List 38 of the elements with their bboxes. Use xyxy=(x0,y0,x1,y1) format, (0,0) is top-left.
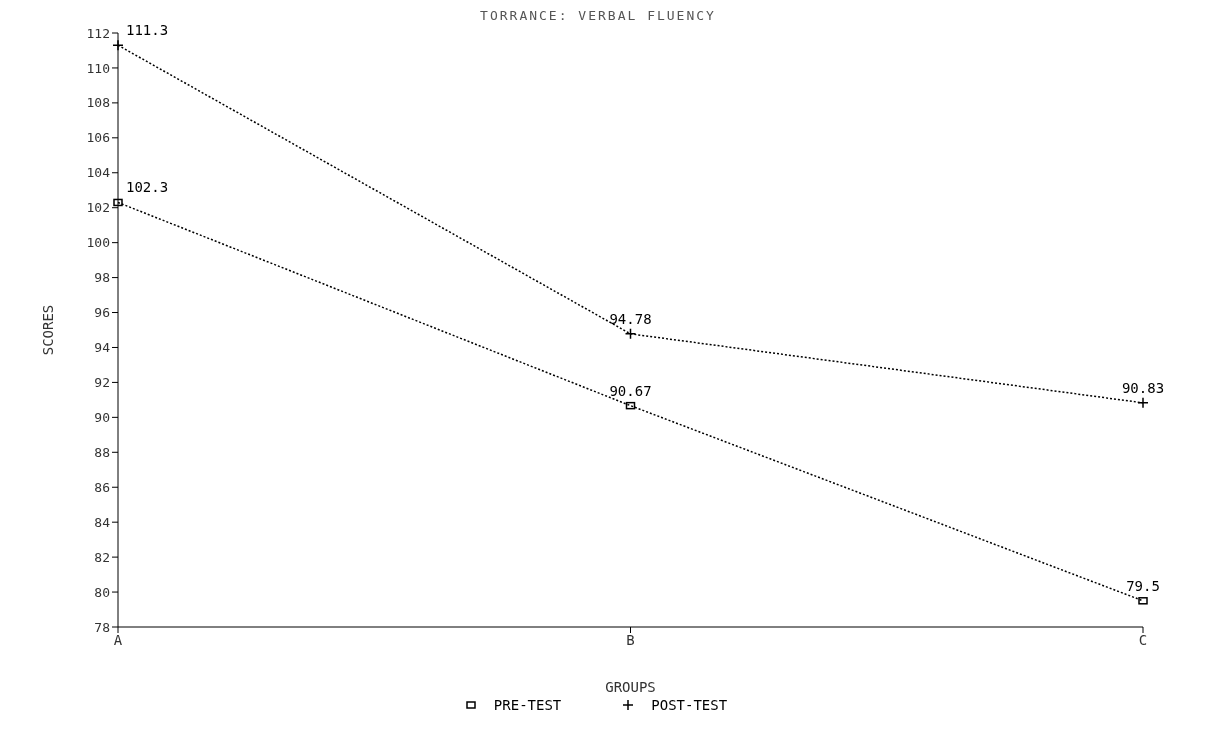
y-tick-label: 92 xyxy=(94,375,110,391)
y-tick-label: 102 xyxy=(86,200,110,216)
point xyxy=(1137,397,1149,409)
data-label: 90.83 xyxy=(1121,379,1165,396)
point xyxy=(625,401,636,410)
legend-label: PRE-TEST xyxy=(493,697,562,713)
y-tick-label: 100 xyxy=(86,235,110,251)
y-tick-label: 98 xyxy=(94,270,110,286)
y-tick-label: 82 xyxy=(94,549,110,565)
point xyxy=(1138,597,1148,605)
y-tick-label: 112 xyxy=(86,25,110,41)
point xyxy=(624,328,637,340)
y-tick-label: 80 xyxy=(94,584,110,600)
x-axis-title: GROUPS xyxy=(605,679,656,695)
data-label: 90.67 xyxy=(609,382,652,399)
y-axis-title: SCORES xyxy=(39,304,56,356)
data-label: 111.3 xyxy=(126,22,169,39)
data-label: 94.78 xyxy=(609,310,652,327)
y-tick-label: 88 xyxy=(94,444,110,460)
y-tick-label: 86 xyxy=(94,479,110,495)
y-tick-label: 94 xyxy=(94,340,111,356)
data-label: 79.5 xyxy=(1126,577,1160,594)
y-tick-label: 106 xyxy=(86,130,110,146)
y-tick-label: 104 xyxy=(86,165,111,181)
x-tick-label: B xyxy=(626,631,635,648)
y-tick-label: 78 xyxy=(94,619,110,635)
point xyxy=(112,39,124,51)
data-label: 102.3 xyxy=(126,179,169,196)
y-tick-label: 110 xyxy=(86,60,110,76)
point xyxy=(113,198,123,207)
x-tick-label: A xyxy=(113,631,123,648)
y-tick-label: 84 xyxy=(94,514,111,530)
chart-title: TORRANCE: VERBAL FLUENCY xyxy=(479,8,717,23)
legend-label: POST-TEST xyxy=(651,697,728,713)
y-tick-label: 108 xyxy=(86,95,110,111)
y-tick-label: 90 xyxy=(94,409,110,425)
x-tick-label: C xyxy=(1138,631,1148,648)
y-tick-label: 96 xyxy=(94,305,110,321)
